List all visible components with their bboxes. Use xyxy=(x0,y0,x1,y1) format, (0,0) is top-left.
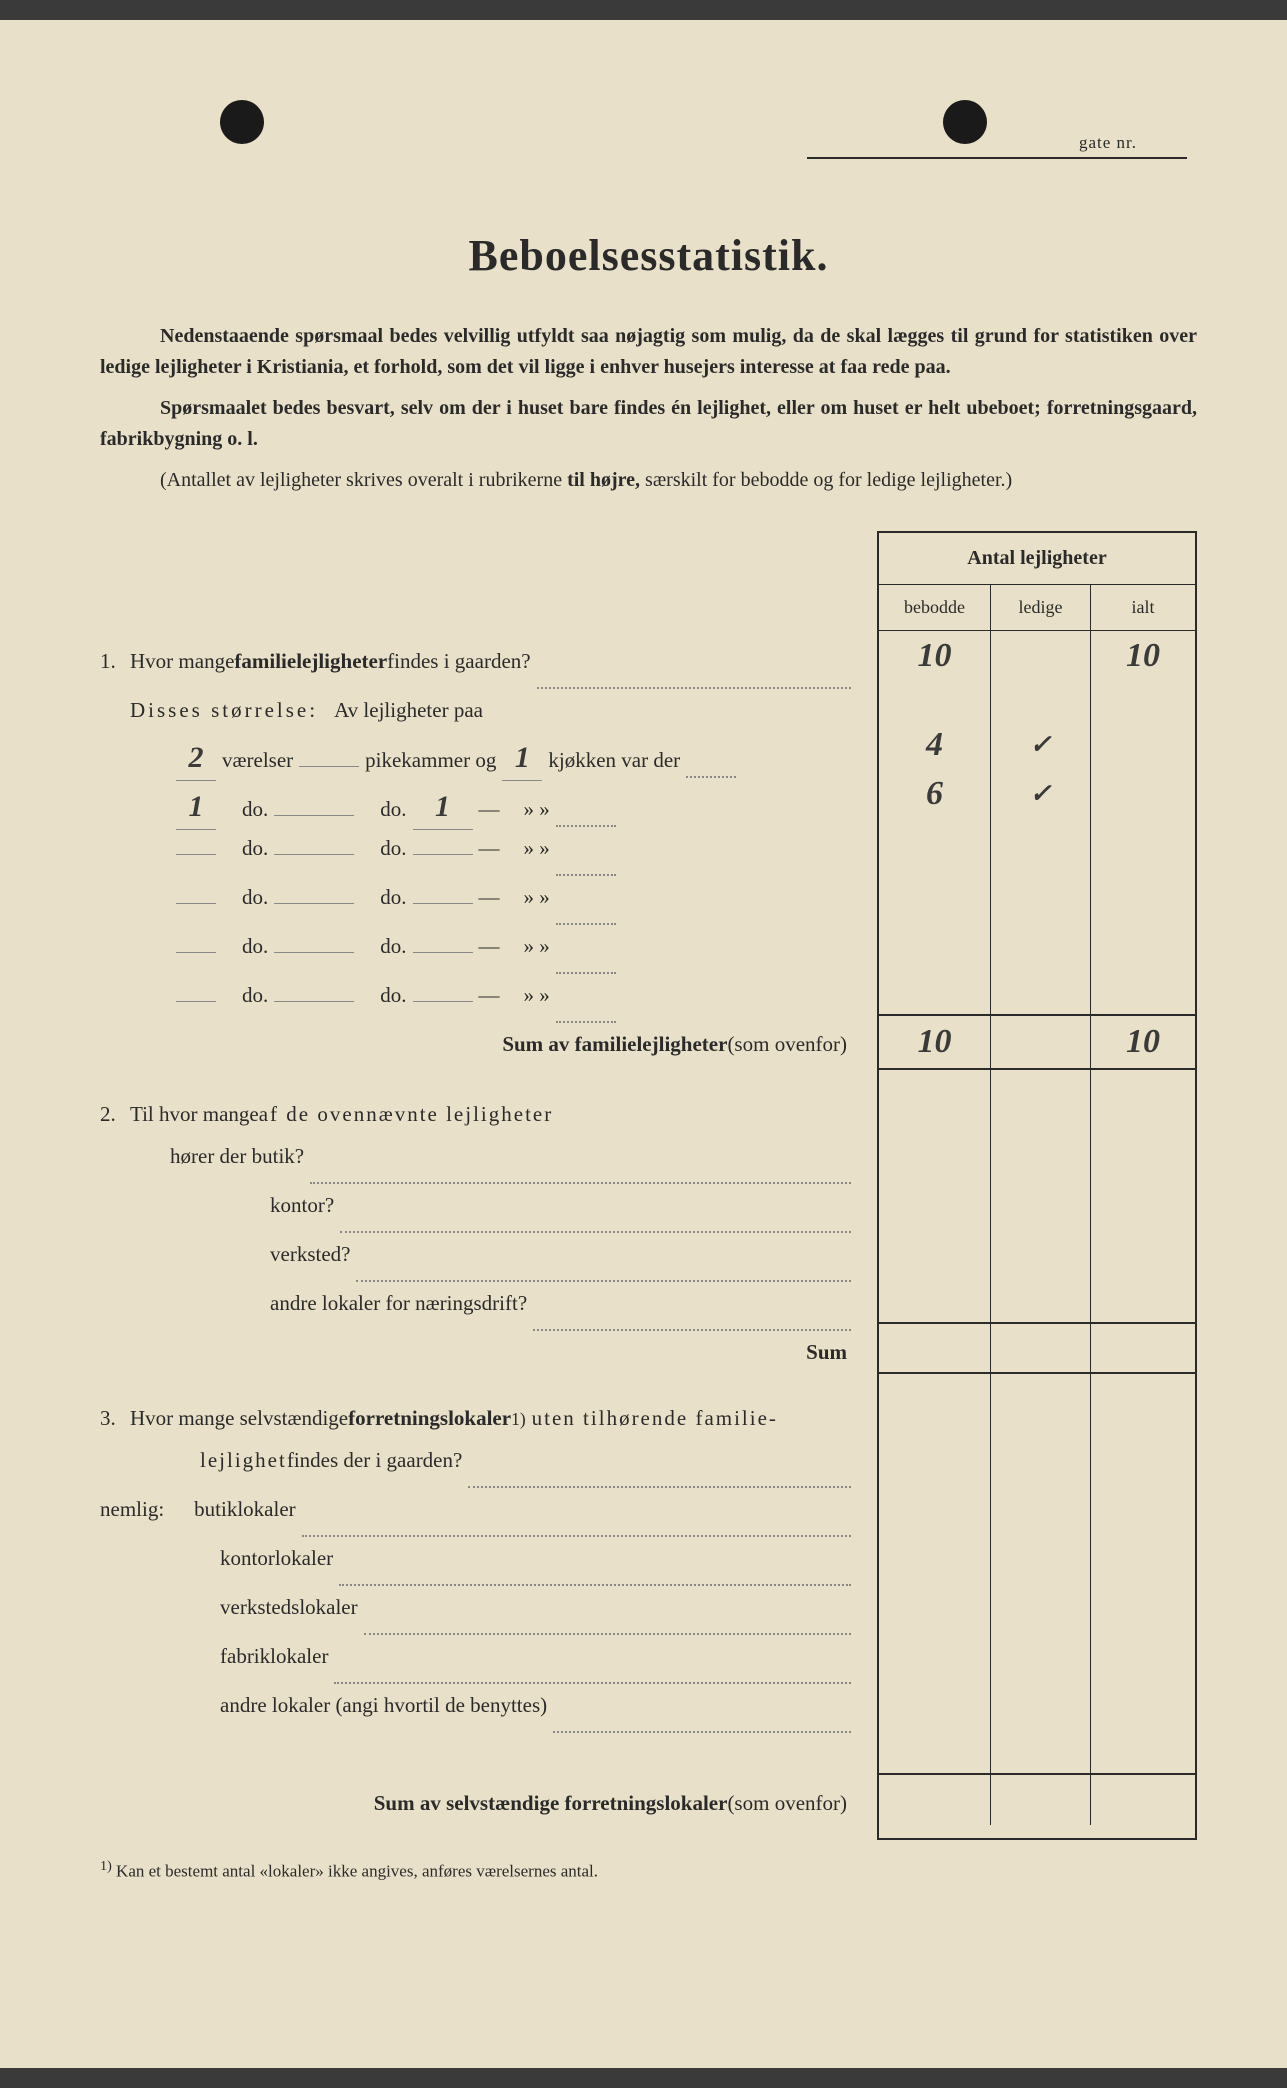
q3-line2: lejlighet findes der i gaarden? xyxy=(100,1445,857,1494)
q1-data-row-6 xyxy=(879,965,1195,1014)
questions-column: 1. Hvor mange familielejligheter findes … xyxy=(100,531,877,1840)
q3-item-1: nemlig: butiklokaler xyxy=(100,1494,857,1543)
q3-spacer1 xyxy=(879,1374,1195,1430)
q2-row-butik xyxy=(879,1126,1195,1175)
q2-item-3: andre lokaler for næringsdrift? xyxy=(100,1288,857,1337)
q3-row-fabrik xyxy=(879,1626,1195,1675)
totals-table: Antal lejligheter bebodde ledige ialt 10… xyxy=(877,531,1197,1840)
intro-paragraph-1: Nedenstaaende spørsmaal bedes velvillig … xyxy=(100,321,1197,383)
q1-sum-row: 10 10 xyxy=(879,1014,1195,1070)
intro-p1: Nedenstaaende spørsmaal bedes velvillig … xyxy=(100,325,1197,378)
q1-row-1: 2 værelser pikekammer og 1 kjøkken var d… xyxy=(100,735,857,784)
q2-item-2: verksted? xyxy=(100,1239,857,1288)
q1-row-5: do. do. — » » xyxy=(100,931,857,980)
q2-row-andre xyxy=(879,1273,1195,1322)
q3-row-butik xyxy=(879,1479,1195,1528)
table-header-title: Antal lejligheter xyxy=(879,533,1195,585)
q3-sum: Sum av selvstændige forretningslokaler (… xyxy=(100,1788,857,1840)
q3-sum-row xyxy=(879,1773,1195,1825)
q1-storrelse: Disses størrelse: Av lejligheter paa xyxy=(100,695,857,735)
footnote: 1) Kan et bestemt antal «lokaler» ikke a… xyxy=(100,1858,1197,1882)
q2-sum-row xyxy=(879,1322,1195,1374)
table-header: Antal lejligheter bebodde ledige ialt xyxy=(879,533,1195,631)
document-page: gate nr. Beboelsesstatistik. Nedenstaaen… xyxy=(0,20,1287,2068)
q3-item-4: fabriklokaler xyxy=(100,1641,857,1690)
q1-data-row-3 xyxy=(879,818,1195,867)
main-content: 1. Hvor mange familielejligheter findes … xyxy=(100,531,1197,1840)
q1-row-2: 1 do. do. 1 — » » xyxy=(100,784,857,833)
intro-paragraph-3: (Antallet av lejligheter skrives overalt… xyxy=(100,465,1197,496)
col-ialt-header: ialt xyxy=(1091,585,1195,630)
col-bebodde-header: bebodde xyxy=(879,585,991,630)
gate-label: gate nr. xyxy=(1079,133,1137,153)
q3-item-2: kontorlokaler xyxy=(100,1543,857,1592)
intro-p2: Spørsmaalet bedes besvart, selv om der i… xyxy=(100,397,1197,450)
col-ledige-header: ledige xyxy=(991,585,1091,630)
q1-row-3: do. do. — » » xyxy=(100,833,857,882)
q2-row-verksted xyxy=(879,1224,1195,1273)
q3-row-blank xyxy=(879,1724,1195,1773)
q3-row-main xyxy=(879,1430,1195,1479)
q1-data-row-4 xyxy=(879,867,1195,916)
q2-sum: Sum xyxy=(100,1337,857,1389)
q3-item-5: andre lokaler (angi hvortil de benyttes) xyxy=(100,1690,857,1739)
q2-line1: 2. Til hvor mange af de ovennævnte lejli… xyxy=(100,1099,857,1141)
q1-line: 1. Hvor mange familielejligheter findes … xyxy=(100,646,857,695)
q3-row-kontor xyxy=(879,1528,1195,1577)
q3-item-3: verkstedslokaler xyxy=(100,1592,857,1641)
punch-hole-right xyxy=(943,100,987,144)
spacer-row xyxy=(879,680,1195,720)
q1-data-row-1: 4 ✓ xyxy=(879,720,1195,769)
q3-row-verksted xyxy=(879,1577,1195,1626)
q1-row-4: do. do. — » » xyxy=(100,882,857,931)
page-title: Beboelsesstatistik. xyxy=(100,230,1197,281)
gate-number-field: gate nr. xyxy=(807,155,1187,159)
intro-paragraph-2: Spørsmaalet bedes besvart, selv om der i… xyxy=(100,393,1197,455)
q3-line1: 3. Hvor mange selvstændige forretningslo… xyxy=(100,1403,857,1445)
q1-data-row-5 xyxy=(879,916,1195,965)
q1-sum-line: Sum av familielejligheter (som ovenfor) xyxy=(100,1029,857,1085)
punch-hole-left xyxy=(220,100,264,144)
q3-row-andre xyxy=(879,1675,1195,1724)
table-column-headers: bebodde ledige ialt xyxy=(879,585,1195,630)
q1-total-row: 10 10 xyxy=(879,631,1195,680)
q2-row-kontor xyxy=(879,1175,1195,1224)
q1-data-row-2: 6 ✓ xyxy=(879,769,1195,818)
q2-item-1: kontor? xyxy=(100,1190,857,1239)
q1-row-6: do. do. — » » xyxy=(100,980,857,1029)
q2-line2: hører der butik? xyxy=(100,1141,857,1190)
q2-spacer xyxy=(879,1070,1195,1126)
